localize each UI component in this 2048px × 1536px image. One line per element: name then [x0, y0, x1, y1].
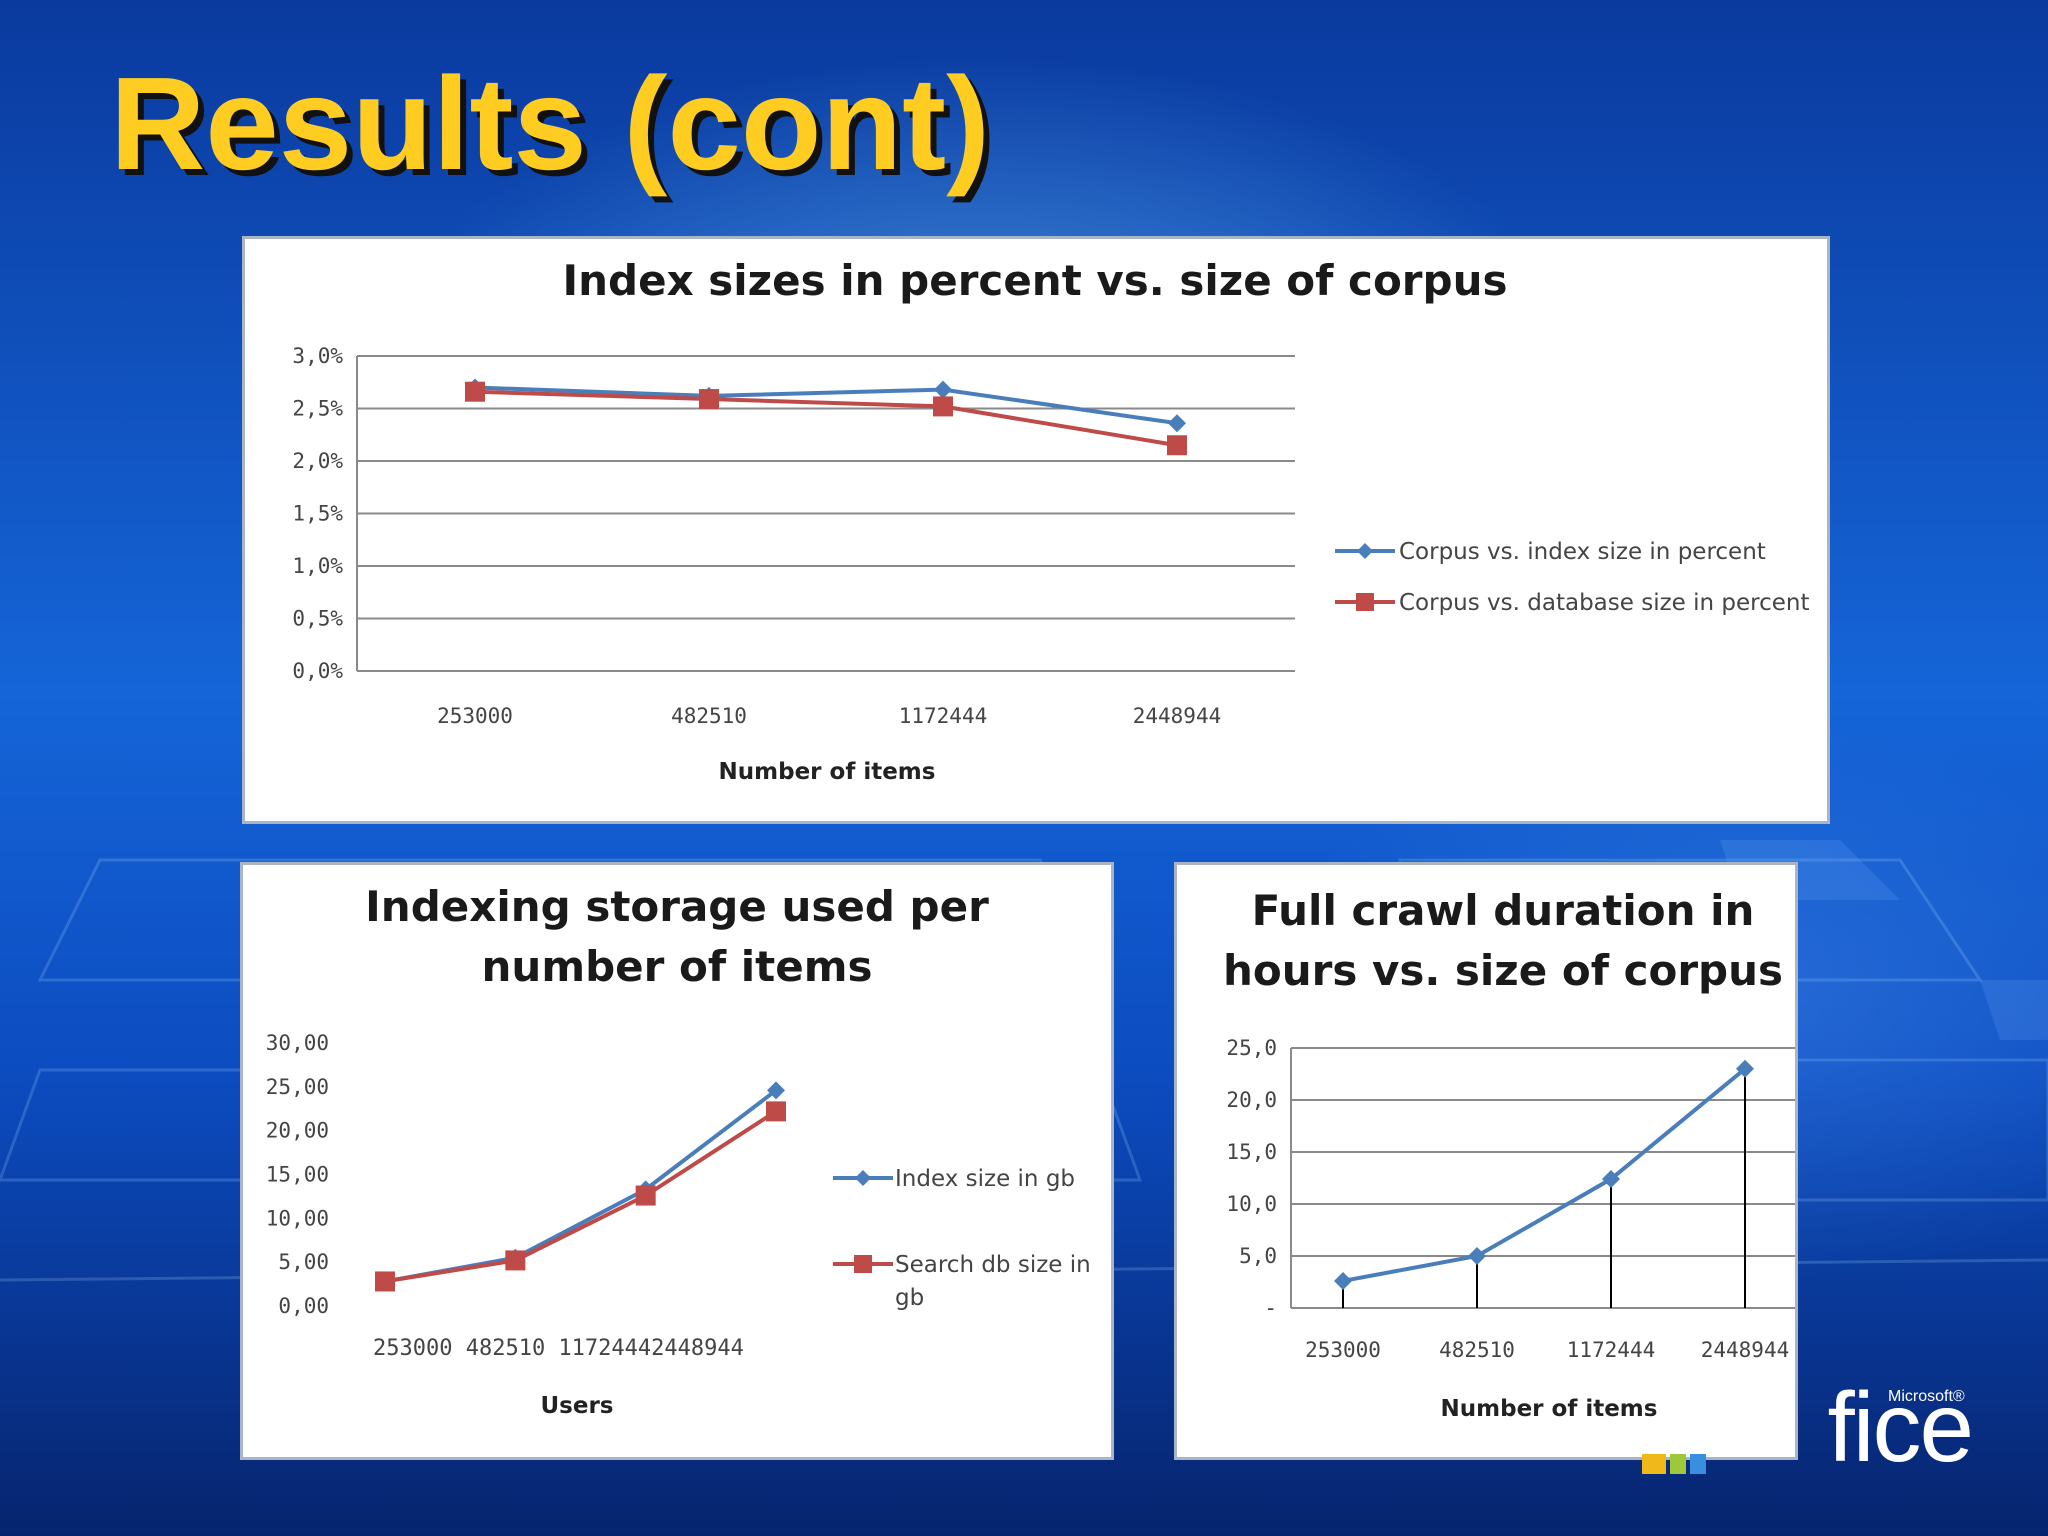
- data-point: [505, 1250, 526, 1271]
- y-tick-label: 30,00: [266, 1031, 329, 1055]
- y-tick-label: 5,0: [1239, 1244, 1277, 1268]
- legend-label-database: Corpus vs. database size in percent: [1399, 590, 1810, 616]
- x-axis-label: Users: [541, 1393, 614, 1419]
- series-line-0: [474, 385, 1178, 426]
- y-tick-label: -: [1264, 1296, 1277, 1320]
- series-line-0: [384, 1088, 778, 1284]
- data-point: [766, 1101, 786, 1122]
- x-axis-label: Number of items: [1441, 1396, 1658, 1422]
- legend-label-search-db-line-1: Search db size in: [895, 1252, 1091, 1278]
- data-point: [1602, 1170, 1620, 1189]
- y-tick-label: 1,5%: [292, 502, 343, 526]
- y-tick-label: 10,00: [266, 1206, 329, 1230]
- series-line-1: [384, 1109, 778, 1284]
- chart-title-line-2: number of items: [482, 942, 873, 991]
- data-point: [465, 381, 485, 402]
- chart-title: Index sizes in percent vs. size of corpu…: [563, 256, 1508, 305]
- full-crawl-chart-panel: Full crawl duration in hours vs. size of…: [1174, 862, 1798, 1460]
- data-point: [1168, 414, 1186, 433]
- y-tick-label: 0,5%: [292, 607, 343, 631]
- indexing-storage-chart: Indexing storage used per number of item…: [266, 882, 1091, 1419]
- legend-label-index: Index size in gb: [895, 1166, 1075, 1192]
- legend: Index size in gb Search db size in gb: [833, 1166, 1091, 1311]
- y-tick-label: 15,00: [266, 1163, 329, 1187]
- data-point: [934, 380, 952, 399]
- office-logo-squares: [1642, 1454, 1706, 1474]
- data-point: [1334, 1271, 1352, 1290]
- data-point: [1468, 1247, 1486, 1265]
- x-tick-label: 253000: [1305, 1338, 1381, 1362]
- x-tick-label: 482510: [1439, 1338, 1515, 1362]
- y-tick-label: 20,00: [266, 1119, 329, 1143]
- index-sizes-chart-panel: Index sizes in percent vs. size of corpu…: [242, 236, 1830, 824]
- data-point: [933, 396, 953, 417]
- legend-label-index: Corpus vs. index size in percent: [1399, 539, 1766, 565]
- y-tick-label: 15,0: [1226, 1140, 1277, 1164]
- x-tick-label: 1172444: [899, 704, 988, 728]
- indexing-storage-chart-panel: Indexing storage used per number of item…: [240, 862, 1114, 1460]
- legend: Corpus vs. index size in percent Corpus …: [1335, 539, 1810, 616]
- y-tick-label: 2,5%: [292, 397, 343, 421]
- y-tick-label: 2,0%: [292, 449, 343, 473]
- slide-title: Results (cont): [110, 50, 991, 197]
- y-tick-label: 1,0%: [292, 554, 343, 578]
- chart-title-line-1: Full crawl duration in: [1252, 886, 1755, 935]
- y-tick-label: 0,0%: [292, 659, 343, 683]
- y-tick-label: 3,0%: [292, 344, 343, 368]
- office-logo-superscript: Microsoft®: [1888, 1388, 1965, 1405]
- y-tick-label: 10,0: [1226, 1192, 1277, 1216]
- chart-title-line-1: Indexing storage used per: [365, 882, 989, 931]
- legend-item-search-db: Search db size in gb: [833, 1252, 1091, 1311]
- y-tick-label: 25,00: [266, 1075, 329, 1099]
- data-point: [1167, 435, 1187, 456]
- data-point: [767, 1081, 785, 1100]
- y-tick-label: 5,00: [278, 1250, 329, 1274]
- x-tick-labels: 253000 482510 11724442448944: [373, 1336, 744, 1361]
- x-tick-label: 1172444: [1567, 1338, 1656, 1362]
- x-tick-label: 2448944: [1701, 1338, 1790, 1362]
- chart-title-line-2: hours vs. size of corpus: [1223, 946, 1783, 995]
- office-logo-text: fice: [1827, 1372, 1974, 1482]
- full-crawl-chart: Full crawl duration in hours vs. size of…: [1223, 886, 1795, 1422]
- x-axis-label: Number of items: [719, 759, 936, 785]
- data-point: [375, 1271, 395, 1292]
- legend-item-index: Index size in gb: [833, 1166, 1075, 1192]
- series-line-0: [1342, 1067, 1747, 1283]
- data-point: [635, 1185, 656, 1206]
- index-sizes-chart: Index sizes in percent vs. size of corpu…: [292, 256, 1810, 785]
- y-tick-label: 20,0: [1226, 1088, 1277, 1112]
- y-tick-label: 25,0: [1226, 1036, 1277, 1060]
- series-line-1: [474, 389, 1178, 448]
- x-tick-label: 2448944: [1133, 704, 1222, 728]
- x-tick-label: 253000: [437, 704, 513, 728]
- data-point: [699, 389, 719, 410]
- legend-item-index: Corpus vs. index size in percent: [1335, 539, 1766, 565]
- x-tick-label: 482510: [671, 704, 747, 728]
- data-point: [1736, 1059, 1754, 1078]
- y-tick-label: 0,00: [278, 1294, 329, 1318]
- legend-label-search-db-line-2: gb: [895, 1285, 924, 1311]
- legend-item-database: Corpus vs. database size in percent: [1335, 590, 1810, 616]
